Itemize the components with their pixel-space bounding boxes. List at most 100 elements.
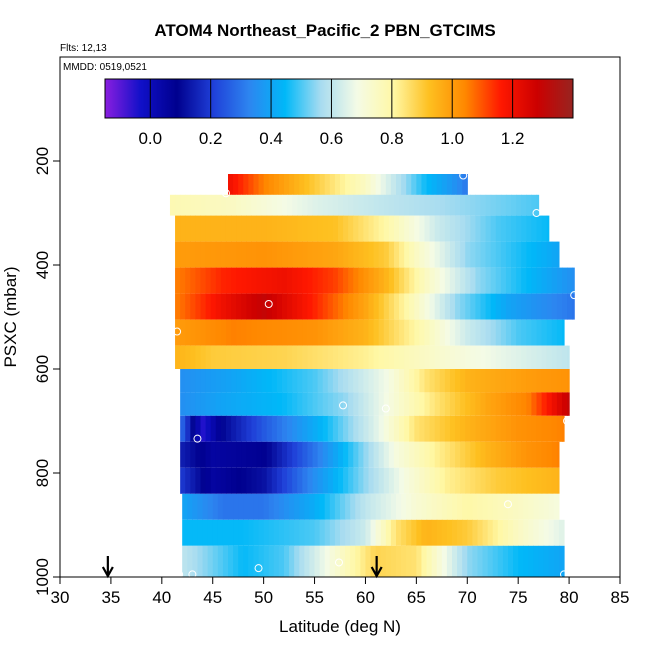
heatmap-cell	[416, 545, 423, 577]
heatmap-cell	[261, 467, 268, 494]
heatmap-cell	[246, 467, 253, 494]
heatmap-cell	[317, 215, 324, 242]
heatmap-cell	[195, 392, 202, 416]
heatmap-cell	[388, 241, 395, 268]
heatmap-cell	[314, 545, 321, 577]
heatmap-cell	[353, 293, 359, 320]
heatmap-cell	[531, 267, 538, 294]
heatmap-cell	[368, 345, 375, 369]
heatmap-cell	[396, 174, 402, 198]
heatmap-cell	[393, 194, 400, 216]
heatmap-cell	[462, 493, 468, 520]
heatmap-cell	[511, 392, 517, 416]
heatmap-cell	[215, 215, 222, 242]
sample-marker	[504, 500, 512, 509]
heatmap-cell	[380, 519, 387, 546]
heatmap-cell	[195, 241, 202, 268]
heatmap-cell	[495, 415, 502, 442]
sample-marker	[381, 404, 390, 413]
heatmap-cell	[246, 345, 253, 369]
heatmap-cell	[485, 345, 492, 369]
heatmap-cell	[409, 345, 415, 369]
heatmap-cell	[334, 519, 341, 546]
heatmap-cell	[368, 441, 375, 468]
heatmap-cell	[521, 369, 527, 393]
heatmap-cell	[241, 194, 247, 216]
heatmap-cell	[281, 467, 288, 494]
heatmap-cell	[378, 267, 385, 294]
heatmap-cell	[210, 319, 217, 346]
heatmap-cell	[455, 194, 461, 216]
heatmap-cell	[246, 392, 253, 416]
heatmap-cell	[251, 319, 258, 346]
heatmap-cell	[414, 267, 421, 294]
heatmap-cell	[521, 241, 527, 268]
heatmap-cell	[561, 293, 568, 320]
heatmap-cell	[536, 241, 543, 268]
heatmap-cell	[551, 392, 558, 416]
heatmap-cell	[480, 392, 487, 416]
heatmap-cell	[225, 441, 232, 468]
heatmap-cell	[251, 369, 258, 393]
heatmap-cell	[465, 194, 471, 216]
y-axis-label: PSXC (mbar)	[1, 266, 20, 367]
heatmap-cell	[538, 545, 545, 577]
heatmap-cell	[231, 441, 237, 468]
heatmap-cell	[497, 519, 504, 546]
heatmap-cell	[281, 293, 288, 320]
heatmap-cell	[261, 319, 268, 346]
heatmap-cell	[368, 293, 375, 320]
heatmap-cell	[485, 415, 492, 442]
heatmap-cell	[200, 241, 207, 268]
heatmap-cell	[487, 493, 494, 520]
sample-markers	[173, 171, 579, 579]
heatmap-cell	[271, 369, 278, 393]
heatmap-cell	[455, 241, 461, 268]
heatmap-cell	[465, 215, 471, 242]
heatmap-cell	[434, 467, 441, 494]
heatmap-cell	[399, 441, 405, 468]
heatmap-cell	[190, 415, 197, 442]
heatmap-cell	[490, 319, 497, 346]
heatmap-cell	[337, 467, 344, 494]
heatmap-cell	[348, 467, 354, 494]
heatmap-cell	[439, 392, 446, 416]
heatmap-cell	[543, 545, 550, 577]
heatmap-cell	[416, 174, 423, 198]
heatmap-cell	[317, 267, 324, 294]
heatmap-cell	[500, 267, 507, 294]
heatmap-cell	[541, 441, 548, 468]
heatmap-cell	[470, 415, 477, 442]
heatmap-cell	[337, 369, 344, 393]
heatmap-cell	[343, 293, 349, 320]
heatmap-cell	[531, 194, 538, 216]
heatmap-cell	[297, 319, 303, 346]
heatmap-cell	[253, 545, 260, 577]
heatmap-cell	[327, 267, 334, 294]
heatmap-cell	[475, 267, 482, 294]
heatmap-cell	[526, 267, 533, 294]
heatmap-cell	[401, 493, 407, 520]
heatmap-cell	[271, 215, 278, 242]
heatmap-cell	[460, 467, 466, 494]
heatmap-cell	[337, 441, 344, 468]
heatmap-cell	[332, 392, 339, 416]
heatmap-cell	[370, 545, 377, 577]
heatmap-cell	[200, 392, 207, 416]
heatmap-cell	[556, 441, 560, 468]
heatmap-cell	[322, 369, 329, 393]
heatmap-cell	[409, 319, 415, 346]
heatmap-cell	[383, 215, 390, 242]
heatmap-cell	[462, 519, 468, 546]
heatmap-cell	[502, 545, 509, 577]
heatmap-cell	[180, 267, 186, 294]
heatmap-cell	[228, 174, 234, 198]
heatmap-cell	[434, 392, 441, 416]
heatmap-cell	[343, 194, 349, 216]
heatmap-cell	[523, 545, 529, 577]
heatmap-cell	[419, 215, 426, 242]
heatmap-cell	[365, 174, 372, 198]
heatmap-cell	[521, 441, 527, 468]
heatmap-cell	[243, 545, 249, 577]
